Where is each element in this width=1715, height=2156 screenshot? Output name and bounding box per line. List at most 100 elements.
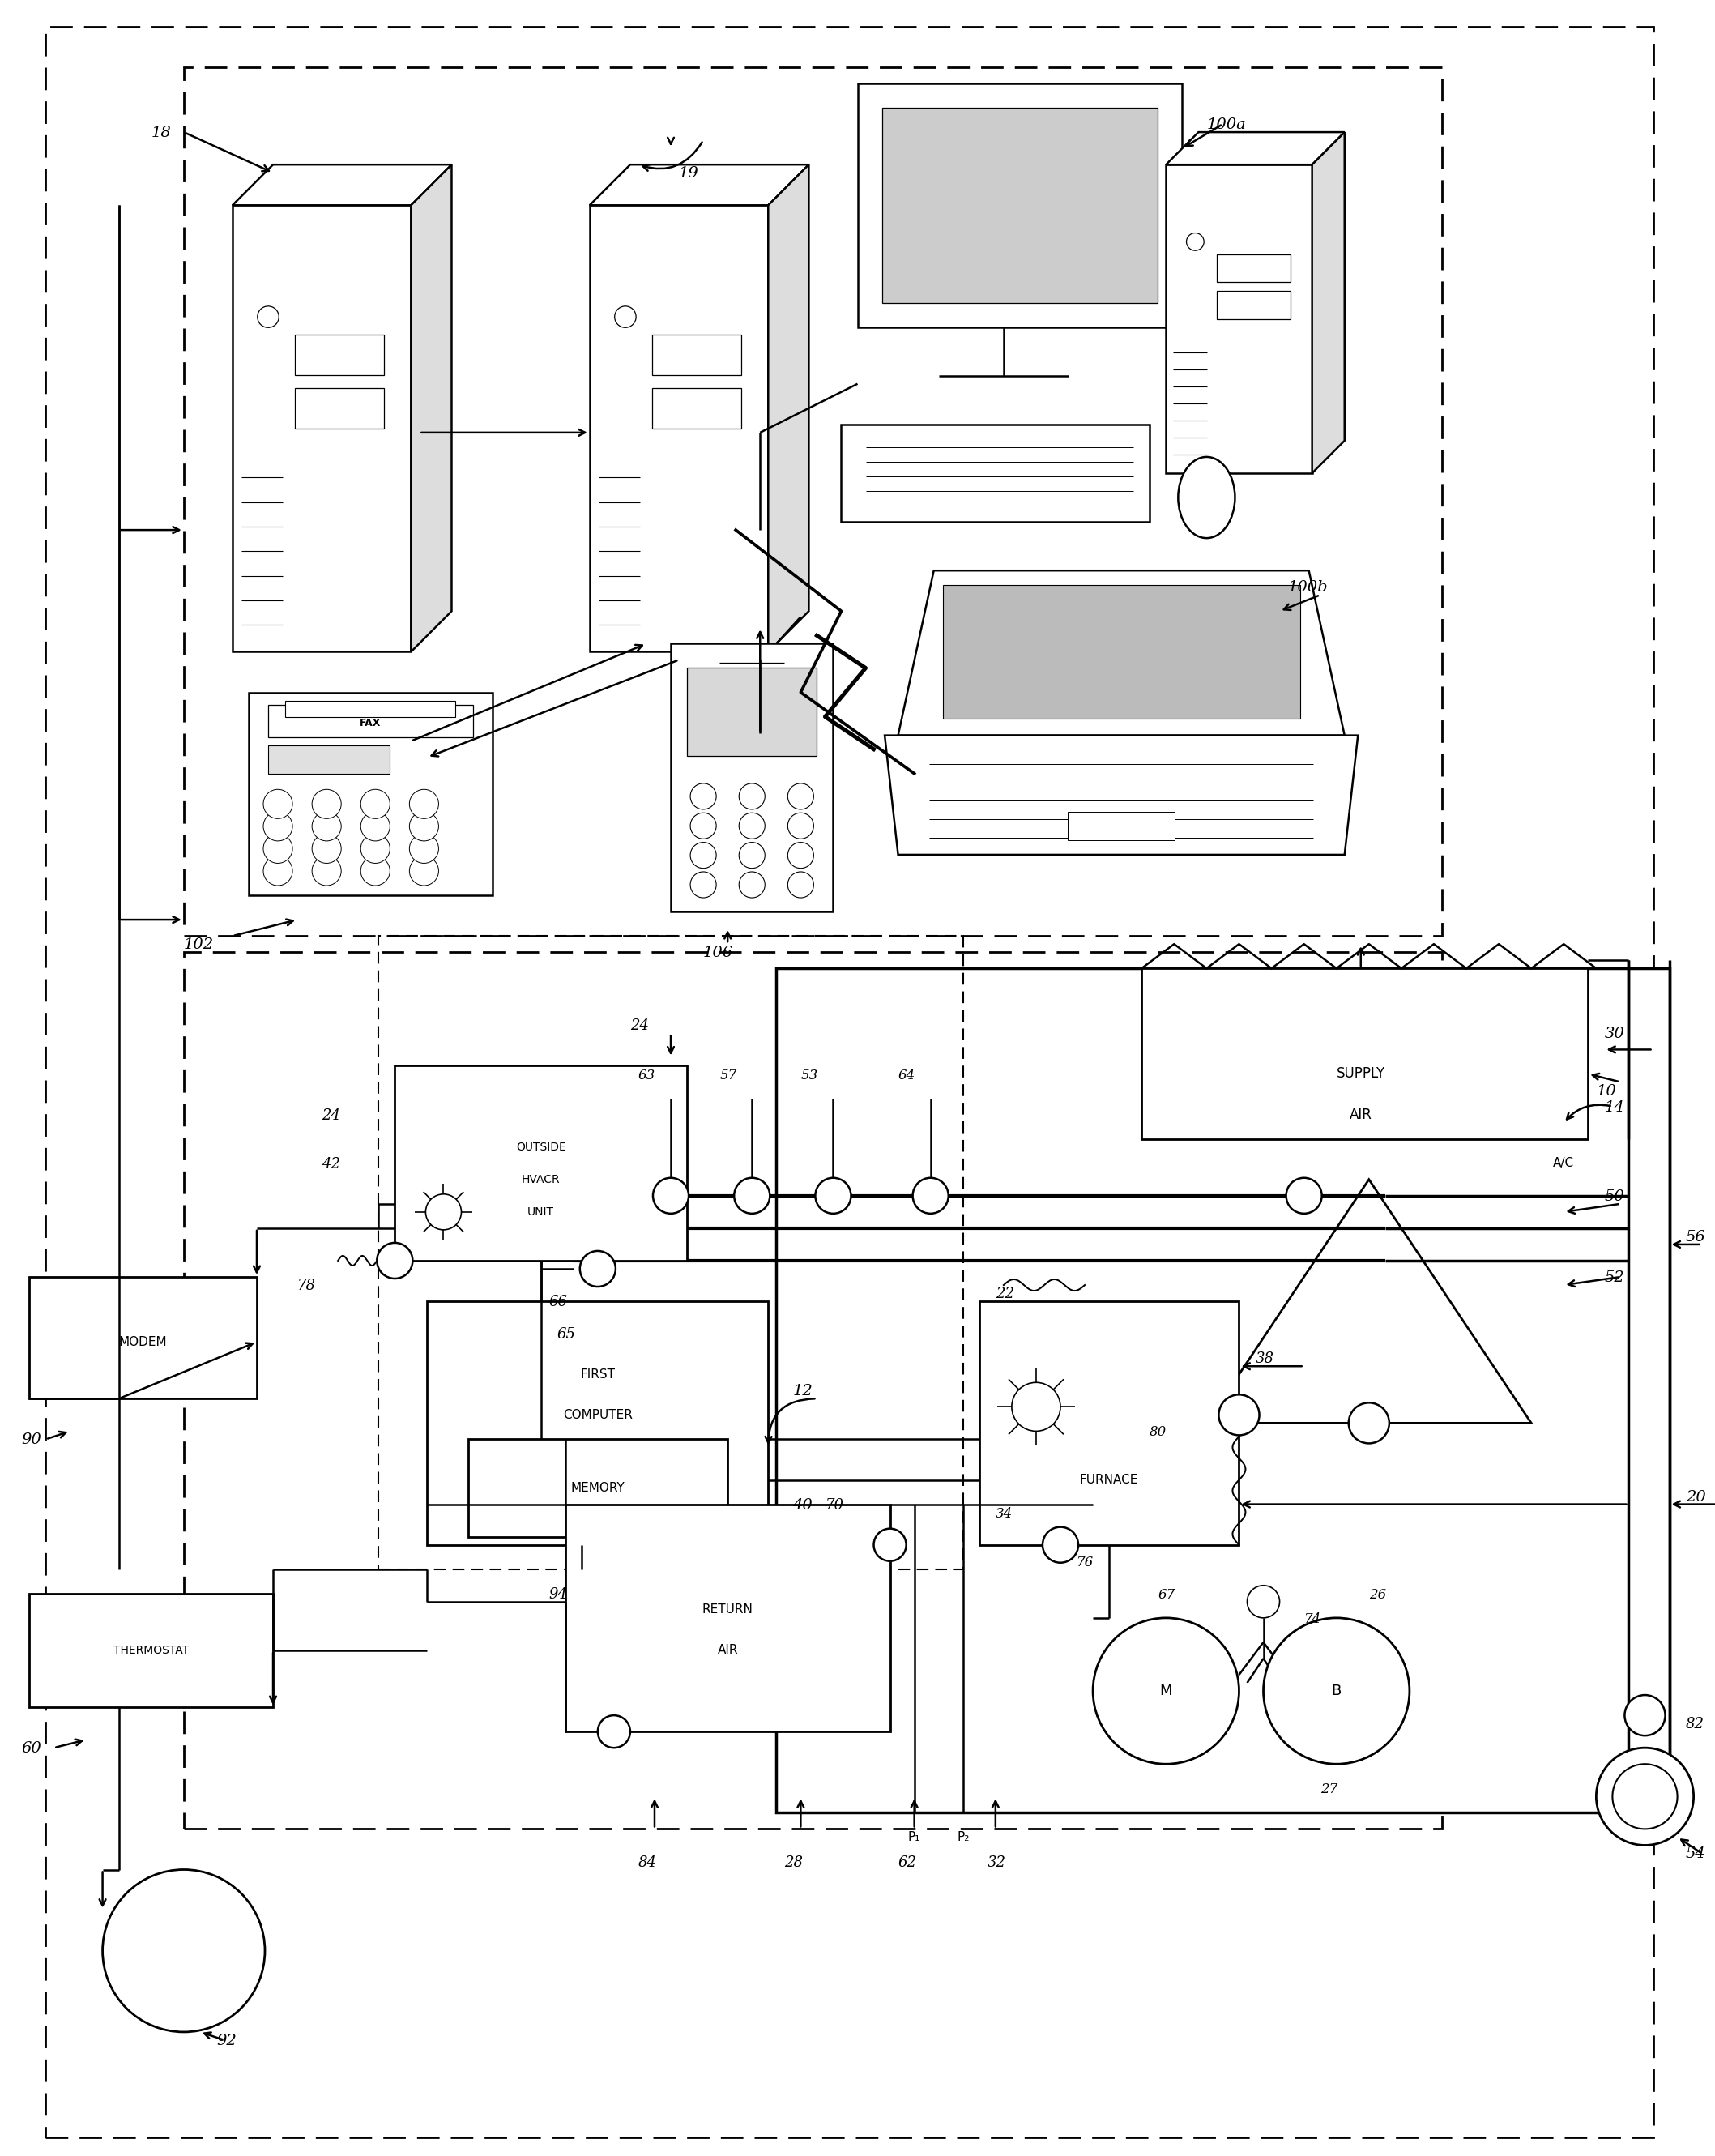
Text: 54: 54: [1686, 1848, 1705, 1861]
Circle shape: [1247, 1585, 1279, 1617]
Text: 57: 57: [720, 1067, 737, 1082]
Text: RETURN: RETURN: [701, 1604, 753, 1615]
Circle shape: [689, 813, 717, 839]
Bar: [268, 746, 389, 774]
Text: SUPPLY: SUPPLY: [1336, 1067, 1386, 1080]
Text: 42: 42: [322, 1158, 340, 1171]
Text: P₂: P₂: [957, 1830, 969, 1843]
Circle shape: [410, 834, 439, 862]
Circle shape: [312, 834, 341, 862]
Bar: [184, 953, 1442, 1828]
Circle shape: [912, 1177, 948, 1214]
Polygon shape: [943, 584, 1300, 718]
Circle shape: [787, 813, 813, 839]
Text: OUTSIDE: OUTSIDE: [516, 1141, 566, 1153]
Text: 65: 65: [557, 1328, 576, 1341]
Polygon shape: [233, 164, 451, 205]
Text: 84: 84: [638, 1854, 657, 1869]
Circle shape: [312, 789, 341, 819]
Text: UNIT: UNIT: [528, 1207, 554, 1218]
Text: THERMOSTAT: THERMOSTAT: [113, 1645, 189, 1656]
Text: 20: 20: [1686, 1490, 1705, 1505]
Text: 66: 66: [549, 1296, 568, 1309]
Bar: [1166, 164, 1312, 472]
Circle shape: [614, 306, 636, 328]
Polygon shape: [1166, 132, 1345, 164]
Circle shape: [1286, 1177, 1322, 1214]
Circle shape: [739, 871, 765, 897]
Text: 82: 82: [1686, 1716, 1705, 1731]
Circle shape: [689, 871, 717, 897]
Circle shape: [787, 783, 813, 808]
Bar: [394, 1065, 688, 1261]
Text: 92: 92: [216, 2033, 237, 2048]
Circle shape: [1624, 1695, 1665, 1736]
Circle shape: [815, 1177, 851, 1214]
Text: 62: 62: [899, 1854, 918, 1869]
Circle shape: [1612, 1764, 1677, 1828]
Text: P₁: P₁: [909, 1830, 921, 1843]
Text: 80: 80: [1149, 1425, 1166, 1440]
Circle shape: [599, 1716, 629, 1749]
Text: 74: 74: [1303, 1613, 1321, 1626]
Circle shape: [689, 783, 717, 808]
Text: B: B: [1331, 1684, 1341, 1699]
Circle shape: [1043, 1526, 1079, 1563]
Circle shape: [264, 856, 293, 886]
Bar: [858, 84, 1182, 328]
Bar: [184, 67, 1442, 936]
Circle shape: [1348, 1404, 1389, 1442]
Text: AIR: AIR: [1350, 1108, 1372, 1121]
Circle shape: [103, 1869, 264, 2031]
Text: COMPUTER: COMPUTER: [563, 1408, 633, 1421]
Circle shape: [410, 811, 439, 841]
Circle shape: [360, 811, 389, 841]
Circle shape: [739, 843, 765, 869]
Polygon shape: [768, 164, 809, 651]
Bar: [671, 645, 833, 912]
Text: MEMORY: MEMORY: [571, 1481, 624, 1494]
Bar: [29, 1276, 257, 1399]
Text: M: M: [1159, 1684, 1173, 1699]
Circle shape: [734, 1177, 770, 1214]
Circle shape: [264, 811, 293, 841]
Circle shape: [360, 834, 389, 862]
Text: 90: 90: [21, 1434, 41, 1447]
Bar: [468, 1440, 727, 1537]
Circle shape: [787, 871, 813, 897]
Bar: [233, 205, 412, 651]
Text: 106: 106: [703, 946, 734, 959]
Bar: [590, 205, 768, 651]
Bar: [688, 668, 816, 757]
Text: 100a: 100a: [1207, 119, 1247, 132]
Bar: [1218, 254, 1290, 282]
Text: MODEM: MODEM: [118, 1337, 168, 1348]
Text: 14: 14: [1604, 1100, 1624, 1115]
Circle shape: [410, 856, 439, 886]
Circle shape: [1092, 1617, 1238, 1764]
Polygon shape: [899, 571, 1345, 735]
Circle shape: [377, 1242, 413, 1279]
Text: 63: 63: [638, 1067, 655, 1082]
Bar: [268, 705, 473, 737]
Polygon shape: [590, 164, 809, 205]
Bar: [427, 1302, 768, 1546]
Polygon shape: [1207, 1179, 1531, 1423]
Text: 18: 18: [151, 125, 172, 140]
Circle shape: [312, 811, 341, 841]
Text: 70: 70: [825, 1498, 844, 1511]
Circle shape: [257, 306, 280, 328]
Circle shape: [425, 1194, 461, 1229]
Circle shape: [1597, 1749, 1694, 1846]
Text: HVACR: HVACR: [521, 1173, 561, 1186]
Text: 38: 38: [1255, 1352, 1274, 1367]
Text: 94: 94: [549, 1587, 568, 1602]
Bar: [285, 701, 456, 716]
Bar: [566, 1505, 890, 1731]
Text: 53: 53: [801, 1067, 818, 1082]
Circle shape: [873, 1529, 906, 1561]
Bar: [249, 692, 492, 895]
Bar: [652, 334, 741, 375]
Bar: [1142, 968, 1588, 1138]
Circle shape: [1012, 1382, 1060, 1432]
